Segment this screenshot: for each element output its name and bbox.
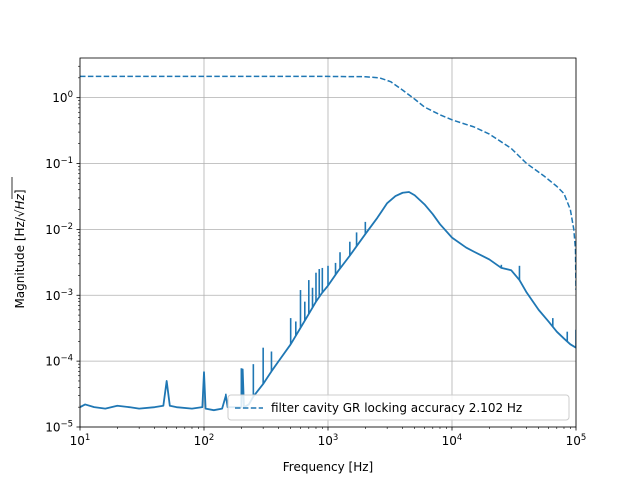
y-tick-label-exponent: −3 bbox=[60, 288, 73, 298]
legend-box bbox=[227, 394, 570, 421]
y-tick-label: 10−1 bbox=[45, 156, 73, 171]
y-tick-label-exponent: −4 bbox=[60, 354, 73, 364]
y-tick-label: 10−3 bbox=[45, 288, 73, 303]
x-tick-label-base: 10 bbox=[318, 434, 333, 448]
y-tick-label-base: 10 bbox=[45, 421, 60, 435]
x-tick-label: 105 bbox=[566, 433, 587, 448]
x-tick-label: 102 bbox=[194, 433, 215, 448]
y-axis-title-sqrt-sign: √ bbox=[13, 209, 27, 217]
series-line-solid bbox=[80, 191, 576, 412]
x-tick-label: 103 bbox=[318, 433, 339, 448]
series-layer bbox=[80, 75, 576, 412]
y-tick-label-base: 10 bbox=[45, 157, 60, 171]
y-tick-label: 10−2 bbox=[45, 222, 73, 237]
x-tick-label-exponent: 4 bbox=[457, 433, 462, 443]
x-tick-label-base: 10 bbox=[442, 434, 457, 448]
y-tick-label-exponent: −1 bbox=[60, 156, 73, 166]
series-line-dashed bbox=[80, 75, 576, 291]
y-tick-label-exponent: 0 bbox=[68, 90, 73, 100]
x-tick-label-base: 10 bbox=[566, 434, 581, 448]
x-tick-label: 104 bbox=[442, 433, 463, 448]
y-axis-title-prefix: Magnitude [Hz/ bbox=[13, 216, 27, 308]
svg-text:Magnitude [Hz/√Hz]: Magnitude [Hz/√Hz] bbox=[13, 189, 27, 308]
legend: filter cavity GR locking accuracy 2.102 … bbox=[227, 394, 570, 421]
y-tick-label-base: 10 bbox=[45, 289, 60, 303]
y-axis-title: Magnitude [Hz/√Hz] bbox=[11, 177, 27, 309]
y-tick-label-base: 10 bbox=[52, 91, 67, 105]
x-tick-label-exponent: 5 bbox=[581, 433, 586, 443]
x-tick-label-exponent: 3 bbox=[333, 433, 338, 443]
y-tick-label: 10−5 bbox=[45, 420, 73, 435]
legend-label: filter cavity GR locking accuracy 2.102 … bbox=[271, 401, 522, 415]
x-tick-label-exponent: 2 bbox=[209, 433, 214, 443]
x-tick-label: 101 bbox=[70, 433, 91, 448]
y-tick-label: 100 bbox=[52, 90, 73, 105]
y-tick-label: 10−4 bbox=[45, 354, 73, 369]
x-tick-label-exponent: 1 bbox=[85, 433, 90, 443]
x-axis-title: Frequency [Hz] bbox=[283, 460, 374, 474]
y-axis-title-sqrt-unit: Hz bbox=[13, 193, 27, 209]
y-tick-label-exponent: −5 bbox=[60, 420, 73, 430]
y-tick-label-base: 10 bbox=[45, 223, 60, 237]
y-tick-label-exponent: −2 bbox=[60, 222, 73, 232]
y-axis-title-suffix: ] bbox=[13, 189, 27, 194]
y-tick-label-base: 10 bbox=[45, 355, 60, 369]
x-tick-label-base: 10 bbox=[194, 434, 209, 448]
x-tick-label-base: 10 bbox=[70, 434, 85, 448]
